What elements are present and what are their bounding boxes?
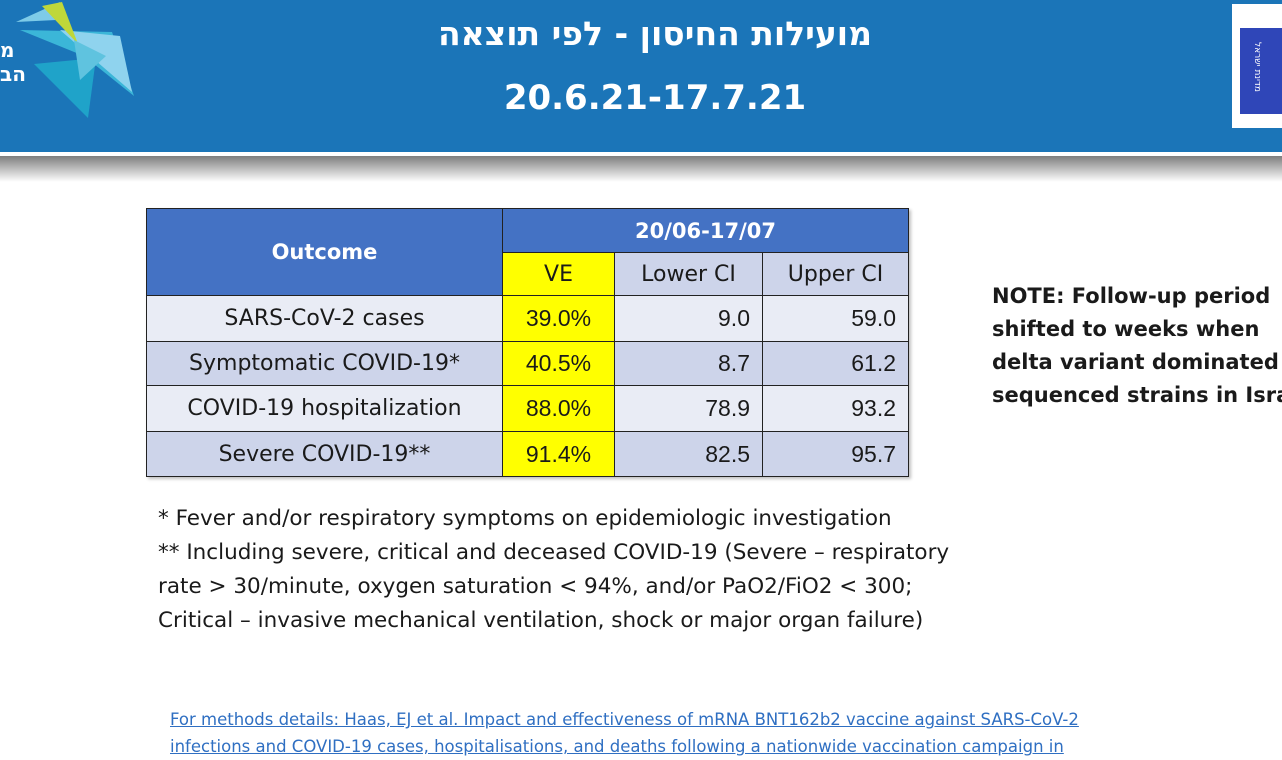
outcome-cell: Symptomatic COVID-19* [146, 341, 503, 386]
emblem-icon: מדינת ישראל [1240, 28, 1282, 114]
period-header: 20/06-17/07 [502, 208, 909, 253]
follow-up-note: NOTE: Follow-up period shifted to weeks … [992, 280, 1282, 412]
logo-text-line-2: הב [0, 62, 26, 86]
header-shadow [0, 156, 1282, 182]
ve-cell: 40.5% [502, 341, 615, 386]
upper-ci-cell: 59.0 [762, 295, 909, 342]
table-row: Symptomatic COVID-19* 40.5% 8.7 61.2 [146, 341, 909, 386]
lower-ci-cell: 9.0 [614, 295, 763, 342]
page-title: מועילות החיסון - לפי תוצאה [437, 14, 873, 53]
ve-column-header: VE [502, 252, 615, 296]
methods-reference-link[interactable]: For methods details: Haas, EJ et al. Imp… [170, 706, 1180, 760]
logo-left-text: מ הב [0, 38, 26, 86]
lower-ci-cell: 78.9 [614, 385, 763, 432]
state-emblem-logo: מדינת ישראל [1232, 4, 1282, 128]
logo-text-line-1: מ [0, 38, 15, 62]
outcome-cell: COVID-19 hospitalization [146, 385, 503, 432]
lower-ci-cell: 82.5 [614, 431, 763, 477]
upper-ci-cell: 61.2 [762, 341, 909, 386]
link-line[interactable]: For methods details: Haas, EJ et al. Imp… [170, 710, 1079, 729]
ve-cell: 39.0% [502, 295, 615, 342]
header-divider [0, 152, 1282, 156]
ve-cell: 91.4% [502, 431, 615, 477]
note-line: shifted to weeks when [992, 317, 1260, 341]
upper-ci-column-header: Upper CI [762, 252, 909, 296]
emblem-text: מדינת ישראל [1252, 42, 1262, 93]
date-range-title: 20.6.21-17.7.21 [503, 78, 807, 118]
outcome-cell: SARS-CoV-2 cases [146, 295, 503, 342]
table-row: COVID-19 hospitalization 88.0% 78.9 93.2 [146, 385, 909, 432]
header-band: מ הב מועילות החיסון - לפי תוצאה 20.6.21-… [0, 0, 1282, 152]
note-line: NOTE: Follow-up period [992, 284, 1271, 308]
ve-cell: 88.0% [502, 385, 615, 432]
upper-ci-cell: 95.7 [762, 431, 909, 477]
upper-ci-cell: 93.2 [762, 385, 909, 432]
footnote-line: ** Including severe, critical and deceas… [158, 540, 950, 565]
vaccine-effectiveness-table: Outcome 20/06-17/07 VE Lower CI Upper CI… [146, 208, 909, 477]
table-row: Severe COVID-19** 91.4% 82.5 95.7 [146, 431, 909, 477]
ministry-of-health-logo [16, 2, 134, 118]
footnote-line: rate > 30/minute, oxygen saturation < 94… [158, 574, 913, 599]
outcome-cell: Severe COVID-19** [146, 431, 503, 477]
outcome-header: Outcome [146, 208, 503, 296]
footnotes: * Fever and/or respiratory symptoms on e… [158, 502, 1058, 638]
table-row: SARS-CoV-2 cases 39.0% 9.0 59.0 [146, 295, 909, 342]
note-line: delta variant dominated [992, 350, 1279, 374]
footnote-line: * Fever and/or respiratory symptoms on e… [158, 506, 892, 531]
link-line[interactable]: infections and COVID-19 cases, hospitali… [170, 737, 1064, 756]
lower-ci-column-header: Lower CI [614, 252, 763, 296]
footnote-line: Critical – invasive mechanical ventilati… [158, 608, 924, 633]
note-line: sequenced strains in Israel [992, 383, 1282, 407]
lower-ci-cell: 8.7 [614, 341, 763, 386]
